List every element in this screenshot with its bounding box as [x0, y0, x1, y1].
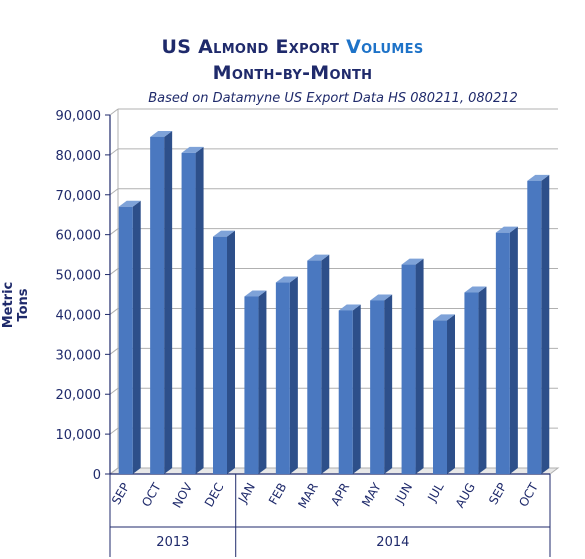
x-tick-label: MAY: [359, 480, 384, 509]
plot-floor: [108, 467, 560, 475]
gridline-connector: [109, 188, 119, 196]
bar-side: [478, 286, 487, 474]
x-tick-label: NOV: [170, 480, 196, 511]
y-tick-label: 30,000: [56, 348, 102, 363]
x-tick-label: JAN: [235, 481, 258, 507]
gridline-connector: [109, 387, 119, 395]
chart-title-line-2: Month-by-Month: [212, 62, 373, 84]
bar-side: [321, 254, 330, 474]
bar-top: [244, 290, 267, 297]
gridline-connector: [109, 308, 119, 315]
bar-top: [181, 146, 204, 153]
bar-side: [509, 226, 518, 474]
bar: [370, 300, 385, 474]
x-tick-label: OCT: [516, 480, 541, 509]
y-tick-label: 20,000: [56, 388, 102, 403]
gridline-connector: [109, 268, 119, 275]
bar: [181, 152, 196, 474]
gridline-connector: [109, 108, 119, 116]
y-tick-label: 70,000: [56, 189, 102, 204]
bar: [433, 320, 447, 474]
x-tick-label: OCT: [139, 480, 164, 509]
x-tick-label: SEP: [109, 481, 132, 507]
bar-top: [527, 174, 550, 181]
y-tick-label: 80,000: [56, 149, 102, 164]
bar-side: [195, 146, 204, 474]
bar-top: [338, 304, 361, 311]
gridline-connector: [109, 148, 119, 156]
bar-side: [352, 304, 361, 474]
group-label: 2013: [156, 535, 189, 550]
bar-top: [118, 200, 141, 207]
chart-title-part-1: US Almond Export: [161, 36, 340, 58]
bar: [527, 180, 542, 475]
chart-title-line-1: US Almond Export Volumes: [0, 36, 585, 58]
gridline-connector: [109, 427, 119, 435]
y-tick-label: 0: [93, 468, 101, 483]
bar-side: [258, 290, 267, 474]
y-tick-label: 40,000: [56, 308, 102, 323]
bar-top: [495, 226, 518, 233]
y-tick-label: 90,000: [56, 109, 102, 124]
bar-side: [164, 130, 173, 474]
bar-top: [307, 254, 330, 261]
gridline-connector: [109, 228, 119, 236]
bar-top: [433, 314, 455, 321]
x-tick-label: APR: [328, 481, 352, 509]
bar: [401, 264, 416, 474]
bar-side: [289, 276, 298, 474]
x-tick-label: DEC: [202, 481, 227, 510]
bar: [338, 310, 353, 474]
bar-side: [384, 294, 393, 474]
bar-side: [415, 258, 424, 474]
bar-top: [213, 230, 235, 237]
bar: [213, 236, 227, 474]
bar: [495, 232, 510, 474]
y-tick-label: 60,000: [56, 229, 102, 244]
bar: [275, 282, 290, 474]
y-tick-label: 50,000: [56, 269, 102, 284]
y-tick-label: 10,000: [56, 428, 102, 443]
chart-subtitle: Based on Datamyne US Export Data HS 0802…: [148, 91, 518, 106]
x-tick-label: MAR: [295, 481, 321, 511]
bar-top: [464, 286, 487, 293]
gridline-connector: [109, 467, 119, 475]
bar-side: [447, 314, 455, 474]
bar-top: [401, 258, 424, 265]
bar-top: [370, 294, 393, 301]
x-tick-label: AUG: [453, 481, 478, 511]
x-tick-label: JUN: [392, 481, 415, 507]
bar-top: [275, 276, 298, 283]
group-label: 2014: [376, 535, 409, 550]
bar: [118, 206, 133, 474]
bar: [244, 296, 259, 474]
bar: [464, 292, 479, 474]
gridline-connector: [109, 347, 119, 355]
x-tick-label: FEB: [266, 481, 289, 508]
bar-side: [132, 200, 141, 474]
bar: [150, 136, 165, 474]
bar: [307, 260, 322, 474]
x-tick-label: JUL: [424, 480, 446, 505]
bar-top: [150, 130, 173, 137]
x-tick-label: SEP: [486, 481, 509, 507]
bar-side: [541, 174, 550, 475]
chart-title-accent: Volumes: [346, 36, 424, 58]
bar-side: [227, 230, 235, 474]
